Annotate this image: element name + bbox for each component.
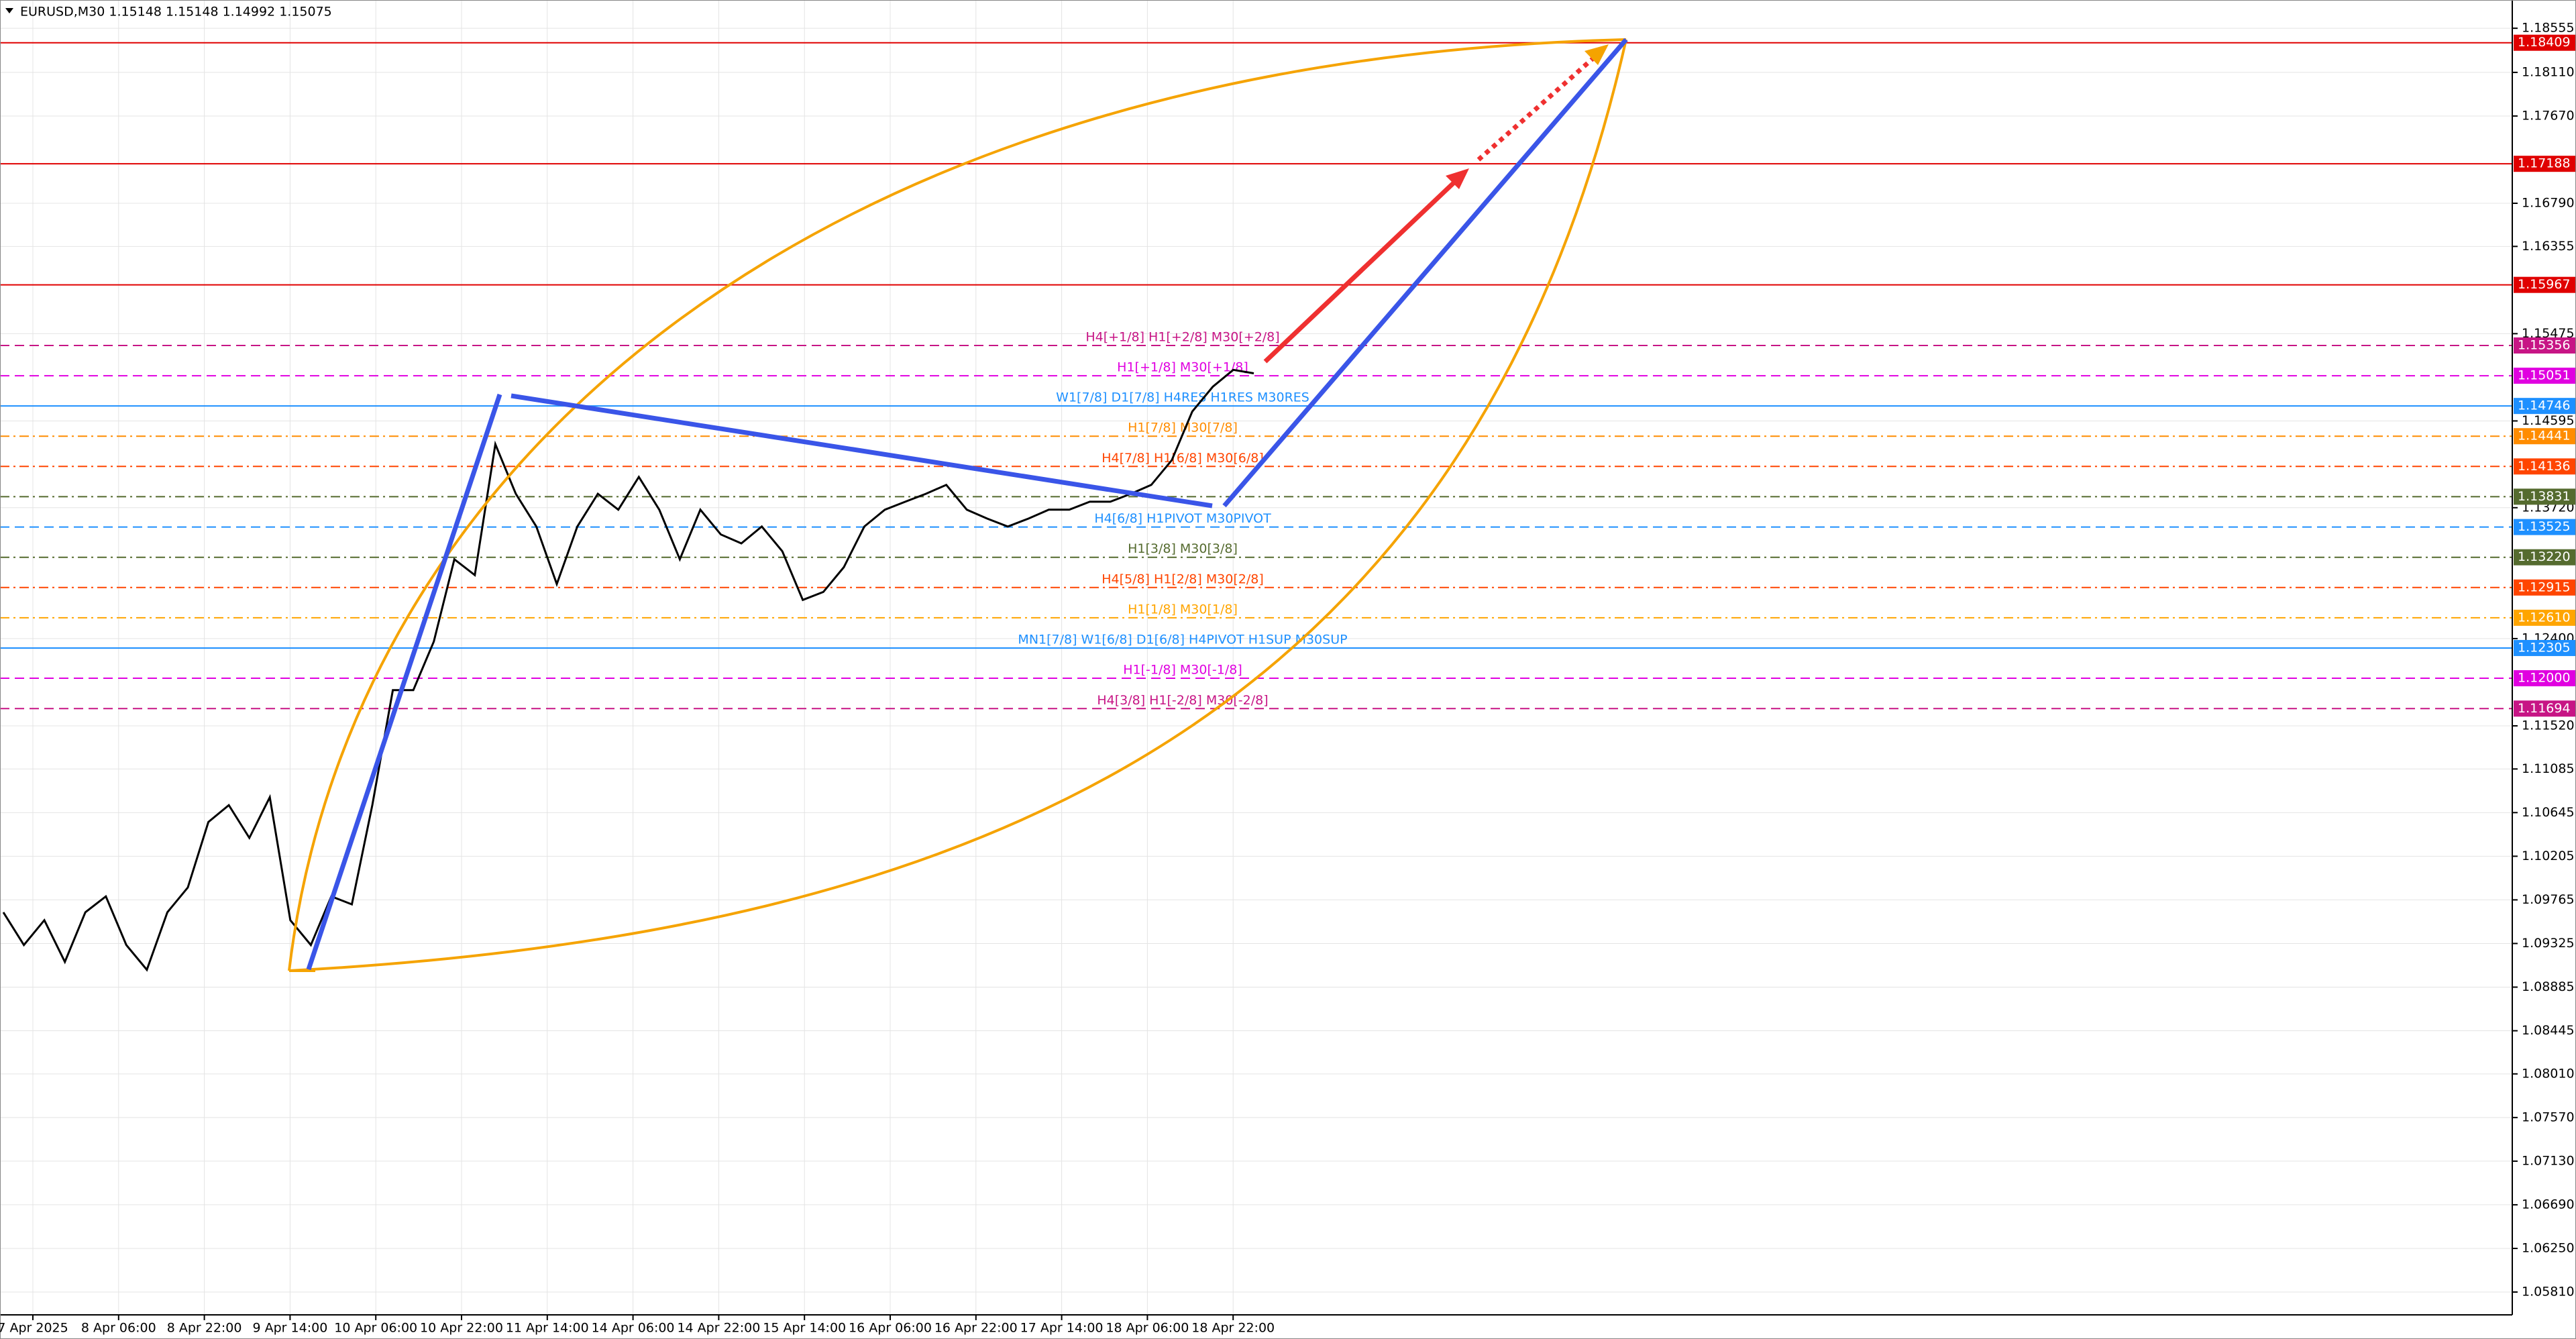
- y-tick-label: 1.18110: [2522, 64, 2575, 79]
- levels: H4[+1/8] H1[+2/8] M30[+2/8] H1[+1/8] M30[…: [0, 42, 2512, 710]
- arc-lower: [288, 39, 1627, 972]
- y-tick-label: 1.14595: [2522, 413, 2575, 428]
- price-label: 1.14746: [2518, 398, 2571, 413]
- price-label-box: [2514, 428, 2575, 445]
- y-tick-label: 1.10205: [2522, 849, 2575, 863]
- price-label: 1.15051: [2518, 368, 2571, 383]
- x-tick-label: 17 Apr 14:00: [1020, 1321, 1104, 1336]
- x-tick-label: 14 Apr 06:00: [592, 1321, 675, 1336]
- price-label-box: [2514, 488, 2575, 505]
- drawings: [288, 38, 1628, 972]
- level-text: H1[7/8] M30[7/8]: [1128, 421, 1238, 435]
- x-tick-label: 18 Apr 06:00: [1106, 1321, 1189, 1336]
- price-label: 1.14136: [2518, 459, 2571, 474]
- x-tick-label: 8 Apr 22:00: [167, 1321, 242, 1336]
- axis-labels: 1.18555 1.18110 1.17670 1.16790 1.16355 1.154…: [0, 21, 2575, 1336]
- y-tick-label: 1.15475: [2522, 326, 2575, 341]
- price-label-box: [2514, 34, 2575, 51]
- x-tick-label: 10 Apr 06:00: [334, 1321, 417, 1336]
- y-tick-label: 1.07130: [2522, 1153, 2575, 1168]
- y-tick-label: 1.06250: [2522, 1240, 2575, 1255]
- chart-title: EURUSD,M30 1.15148 1.15148 1.14992 1.150…: [20, 5, 332, 19]
- x-tick-label: 7 Apr 2025: [0, 1321, 68, 1336]
- price-label: 1.13220: [2518, 549, 2571, 564]
- trend-line: [1222, 38, 1628, 508]
- y-tick-label: 1.08445: [2522, 1023, 2575, 1038]
- level-text: W1[7/8] D1[7/8] H4RES H1RES M30RES: [1056, 390, 1309, 405]
- price-label: 1.13831: [2518, 489, 2571, 504]
- y-tick-label: 1.11520: [2522, 718, 2575, 733]
- trend-line: [306, 393, 502, 971]
- x-tick-label: 15 Apr 14:00: [763, 1321, 846, 1336]
- level-text: H1[3/8] M30[3/8]: [1128, 541, 1238, 556]
- price-label-box: [2514, 700, 2575, 717]
- arrow-head: [1446, 168, 1469, 189]
- level-text: H4[7/8] H1[6/8] M30[6/8]: [1102, 451, 1264, 466]
- arc-upper: [288, 38, 1627, 971]
- trend-line: [511, 393, 1213, 508]
- y-tick-label: 1.17670: [2522, 108, 2575, 123]
- y-tick-label: 1.16355: [2522, 239, 2575, 254]
- price-label-box: [2514, 579, 2575, 596]
- level-text: H4[3/8] H1[-2/8] M30[-2/8]: [1097, 693, 1268, 708]
- price-label: 1.15356: [2518, 337, 2571, 352]
- price-label: 1.15967: [2518, 277, 2571, 292]
- forecast-arrow: [1263, 176, 1461, 364]
- price-label-box: [2514, 458, 2575, 475]
- level-text: H4[5/8] H1[2/8] M30[2/8]: [1102, 572, 1264, 586]
- price-label-box: [2514, 609, 2575, 626]
- price-label-box: [2514, 156, 2575, 172]
- price-label: 1.17188: [2518, 156, 2571, 171]
- forecast-dotted: [1477, 50, 1602, 162]
- level-text: H1[1/8] M30[1/8]: [1128, 602, 1238, 617]
- price-label: 1.12610: [2518, 610, 2571, 625]
- price-label: 1.18409: [2518, 35, 2571, 50]
- x-tick-label: 18 Apr 22:00: [1191, 1321, 1275, 1336]
- x-tick-label: 10 Apr 22:00: [420, 1321, 503, 1336]
- level-text: H4[6/8] H1PIVOT M30PIVOT: [1094, 511, 1271, 526]
- price-label: 1.12915: [2518, 580, 2571, 594]
- y-tick-label: 1.05810: [2522, 1285, 2575, 1299]
- y-tick-label: 1.08885: [2522, 979, 2575, 994]
- price-label-box: [2514, 368, 2575, 384]
- level-text: H1[-1/8] M30[-1/8]: [1123, 663, 1242, 678]
- price-label-box: [2514, 670, 2575, 687]
- price-line: [2, 368, 1254, 972]
- x-tick-label: 16 Apr 06:00: [849, 1321, 932, 1336]
- y-tick-label: 1.07570: [2522, 1110, 2575, 1124]
- price-label-box: [2514, 337, 2575, 354]
- y-tick-label: 1.18555: [2522, 21, 2575, 36]
- price-label-box: [2514, 549, 2575, 566]
- price-label: 1.12305: [2518, 640, 2571, 655]
- y-tick-label: 1.06690: [2522, 1197, 2575, 1212]
- series: [2, 368, 1254, 972]
- title-icon: [5, 8, 13, 13]
- level-text: H4[+1/8] H1[+2/8] M30[+2/8]: [1085, 329, 1279, 344]
- y-tick-label: 1.11085: [2522, 761, 2575, 776]
- x-tick-label: 16 Apr 22:00: [934, 1321, 1018, 1336]
- x-tick-label: 8 Apr 06:00: [81, 1321, 156, 1336]
- y-tick-label: 1.10645: [2522, 805, 2575, 820]
- level-text: H1[+1/8] M30[+1/8]: [1117, 360, 1248, 375]
- y-tick-label: 1.08010: [2522, 1066, 2575, 1081]
- price-label-box: [2514, 398, 2575, 415]
- price-label-box: [2514, 519, 2575, 535]
- price-label-box: [2514, 639, 2575, 656]
- y-tick-label: 1.09765: [2522, 892, 2575, 907]
- y-tick-label: 1.09325: [2522, 936, 2575, 951]
- price-label-box: [2514, 276, 2575, 293]
- level-text: MN1[7/8] W1[6/8] D1[6/8] H4PIVOT H1SUP M…: [1018, 632, 1347, 647]
- grid: [0, 0, 2512, 1315]
- x-tick-label: 11 Apr 14:00: [506, 1321, 589, 1336]
- price-label: 1.11694: [2518, 701, 2571, 716]
- y-tick-label: 1.16790: [2522, 196, 2575, 211]
- arrow-head: [1585, 44, 1609, 65]
- x-tick-label: 9 Apr 14:00: [253, 1321, 328, 1336]
- price-label: 1.12000: [2518, 671, 2571, 686]
- price-label: 1.13525: [2518, 519, 2571, 534]
- price-label: 1.14441: [2518, 429, 2571, 443]
- x-tick-label: 14 Apr 22:00: [677, 1321, 760, 1336]
